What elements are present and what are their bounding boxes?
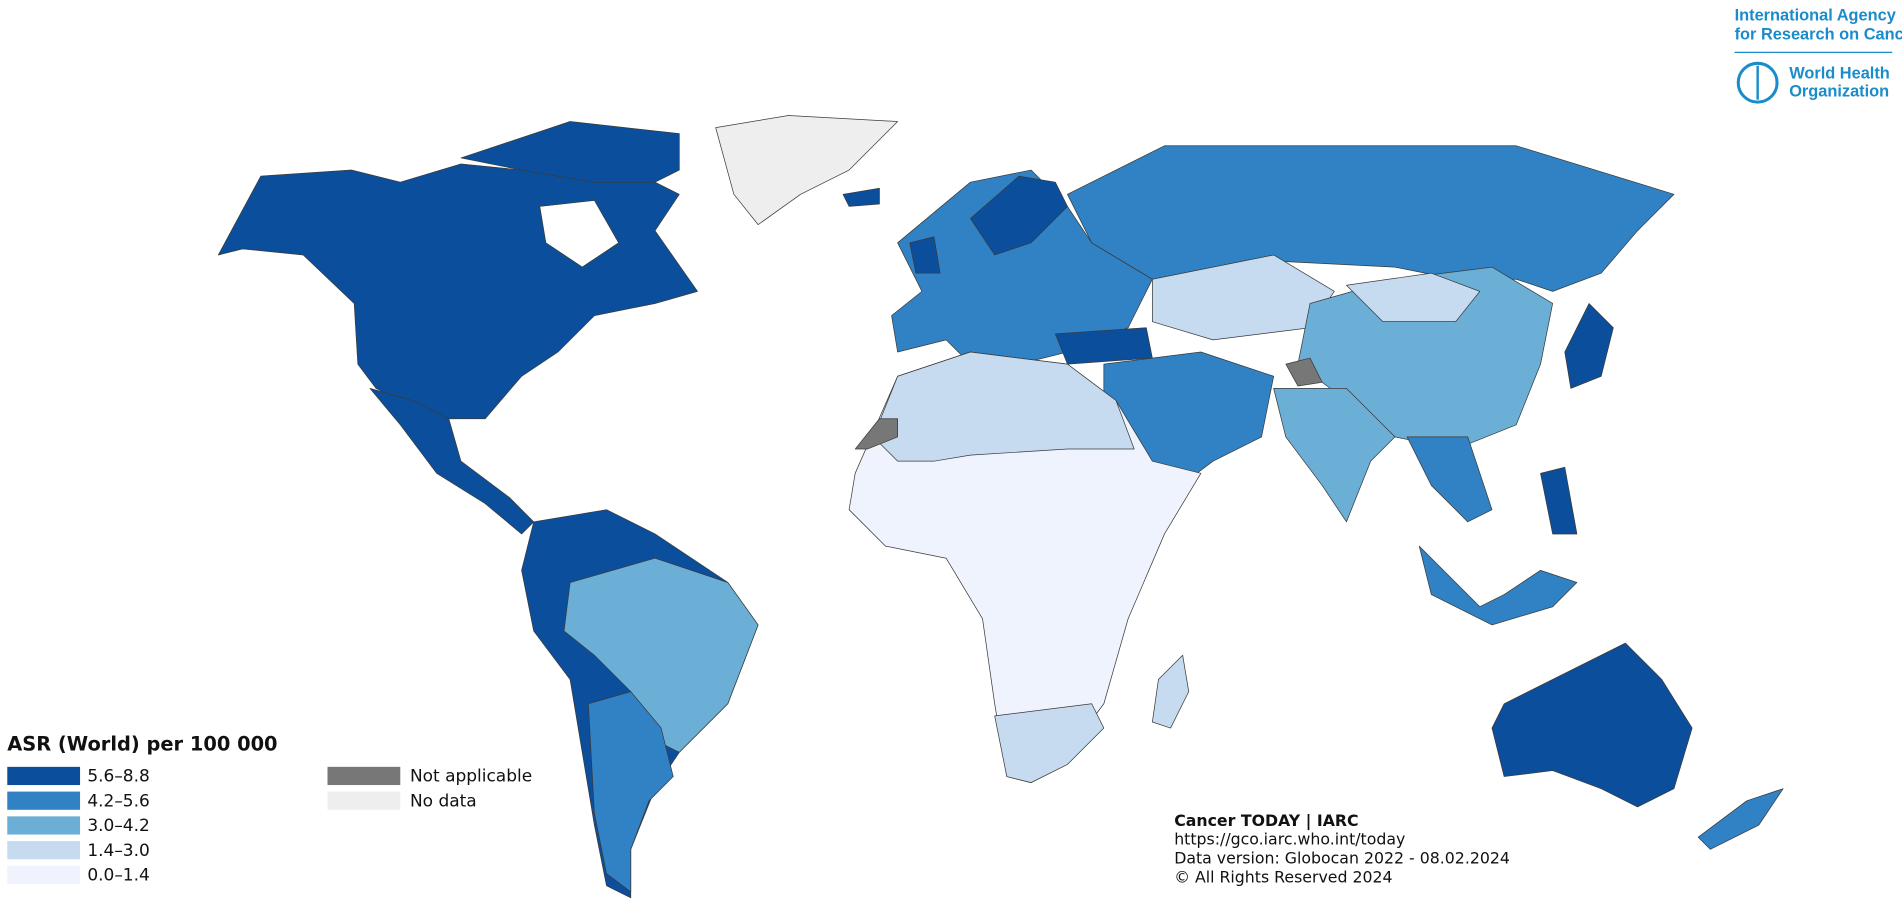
logo-text: International Agency bbox=[1735, 6, 1897, 24]
country bbox=[1054, 327, 1153, 365]
credits: Cancer TODAY | IARChttps://gco.iarc.who.… bbox=[1174, 811, 1510, 886]
country bbox=[1067, 145, 1675, 292]
country bbox=[1151, 654, 1190, 729]
legend-swatch bbox=[7, 791, 81, 810]
country bbox=[1285, 357, 1323, 387]
credit-line: https://gco.iarc.who.int/today bbox=[1174, 830, 1405, 849]
logo-text: Organization bbox=[1789, 83, 1889, 101]
bay bbox=[539, 199, 620, 268]
country bbox=[1418, 545, 1578, 626]
country bbox=[1273, 388, 1396, 523]
country bbox=[1697, 788, 1784, 850]
country bbox=[715, 115, 898, 225]
legend-label: 1.4–3.0 bbox=[87, 841, 149, 861]
country bbox=[1491, 642, 1693, 808]
country bbox=[217, 163, 698, 420]
logo-text: for Research on Cancer bbox=[1735, 26, 1902, 44]
country bbox=[873, 351, 1135, 462]
countries bbox=[217, 115, 1784, 899]
country bbox=[994, 703, 1105, 783]
who-emblem bbox=[1736, 61, 1779, 104]
country bbox=[909, 236, 941, 274]
country bbox=[587, 691, 674, 893]
legend-swatch bbox=[327, 791, 401, 810]
legend-label: 3.0–4.2 bbox=[87, 816, 149, 836]
country bbox=[1540, 466, 1578, 535]
country bbox=[1346, 272, 1481, 323]
legend-swatch bbox=[7, 766, 81, 786]
logos: International Agency for Research on Can… bbox=[1734, 6, 1902, 104]
credit-line: Data version: Globocan 2022 - 08.02.2024 bbox=[1174, 849, 1510, 868]
legend-title: ASR (World) per 100 000 bbox=[7, 733, 277, 756]
legend-swatch bbox=[7, 841, 81, 860]
legend-label: No data bbox=[410, 791, 477, 811]
country bbox=[1406, 436, 1493, 523]
credit-line: Cancer TODAY | IARC bbox=[1174, 811, 1358, 831]
legend-label: 5.6–8.8 bbox=[87, 767, 149, 787]
country bbox=[854, 418, 898, 450]
legend-swatch bbox=[327, 766, 401, 786]
legend-label: 4.2–5.6 bbox=[87, 791, 149, 811]
legend-swatch bbox=[7, 865, 81, 885]
legend-label: 0.0–1.4 bbox=[87, 866, 149, 886]
legend: ASR (World) per 100 000 5.6–8.8 4.2–5.6 3.… bbox=[7, 733, 532, 886]
country bbox=[563, 557, 759, 753]
credit-line: © All Rights Reserved 2024 bbox=[1174, 867, 1392, 886]
legend-label: Not applicable bbox=[410, 767, 532, 787]
country bbox=[970, 175, 1068, 256]
legend-swatch bbox=[7, 816, 81, 835]
logo-text: World Health bbox=[1789, 65, 1890, 83]
country bbox=[460, 121, 680, 183]
country bbox=[1564, 303, 1614, 389]
country bbox=[842, 187, 880, 207]
